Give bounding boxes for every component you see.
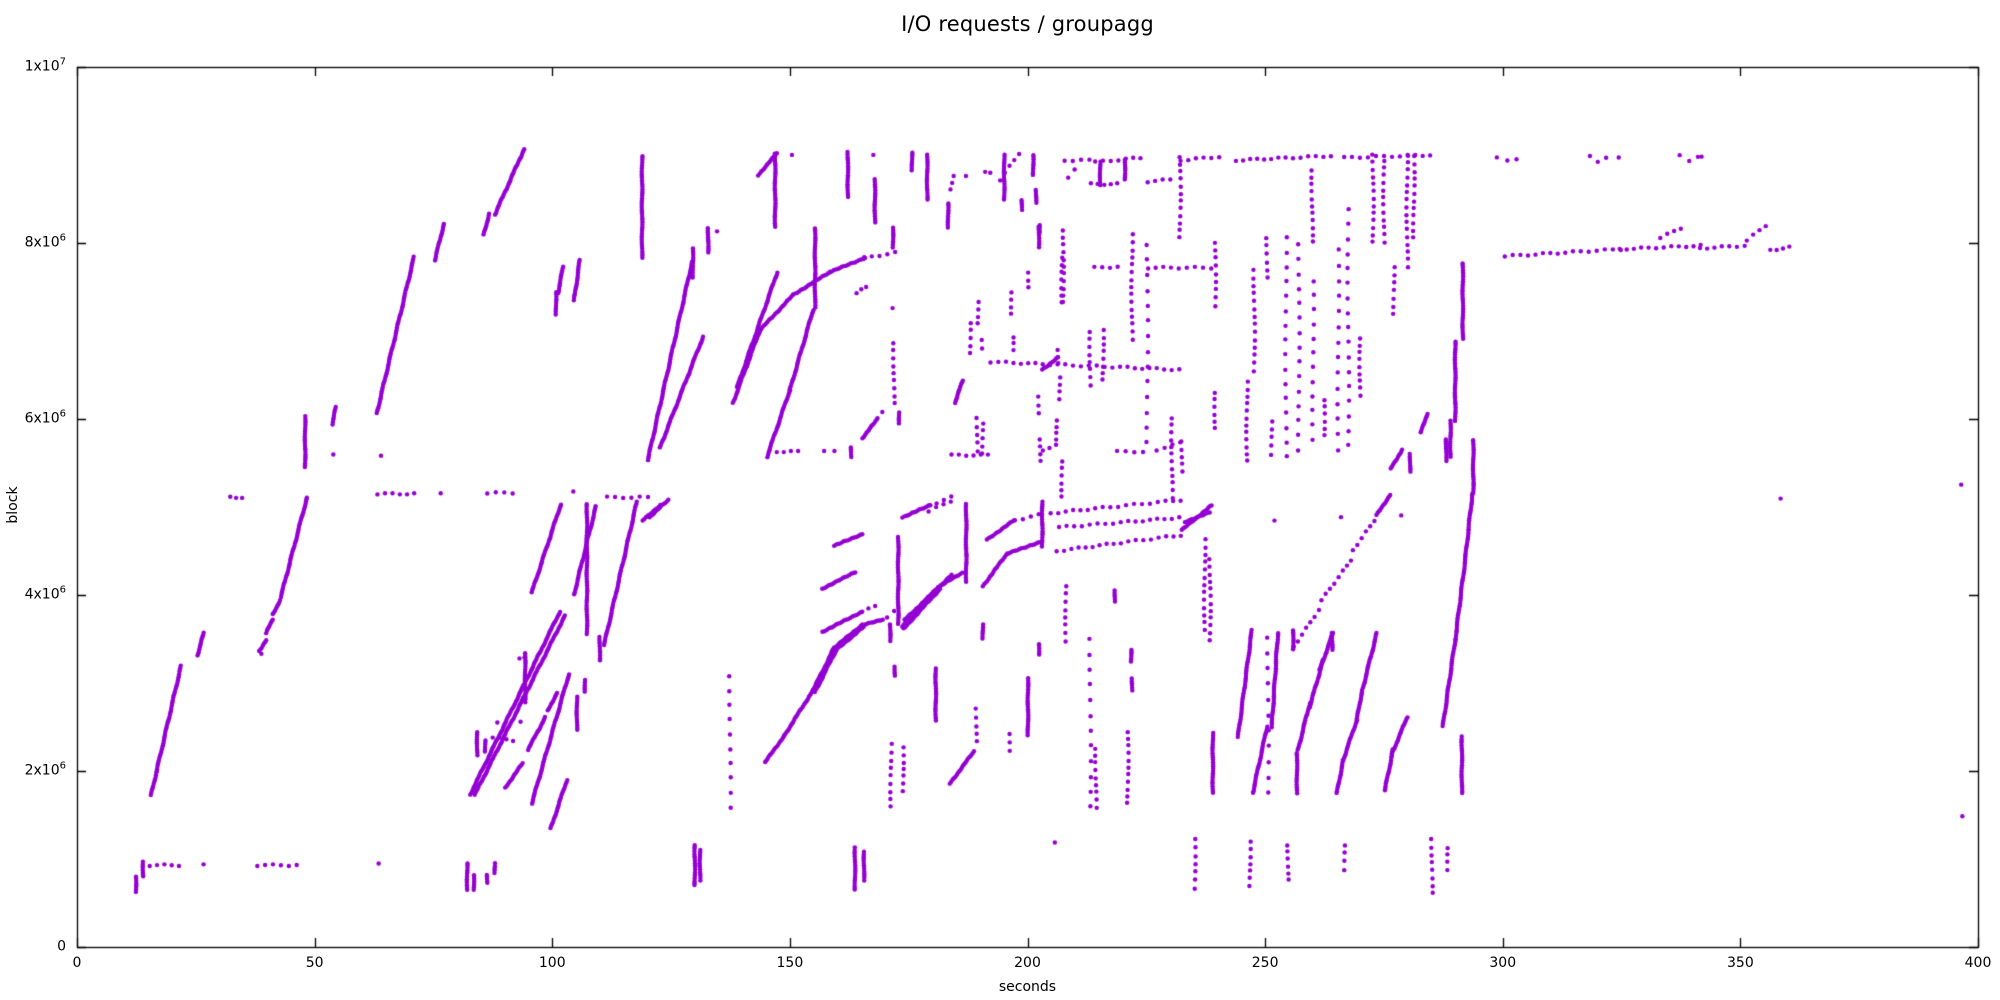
y-tick-label: 0 [57,938,66,955]
y-tick-label: 4x106 [24,584,66,603]
y-tick-exponent: 6 [59,584,66,596]
x-tick-label: 150 [776,955,804,971]
y-axis-label: block [5,486,21,524]
chart-title: I/O requests / groupagg [901,12,1154,36]
y-tick-label: 2x106 [24,760,66,779]
x-tick-label: 100 [538,955,566,971]
y-tick-exponent: 6 [59,408,66,420]
x-tick-label: 350 [1727,955,1754,971]
x-tick-label: 0 [72,955,82,971]
x-tick-label: 250 [1251,955,1279,971]
x-axis-label: seconds [998,979,1057,995]
y-tick-label: 6x106 [24,408,66,427]
x-tick-label: 400 [1964,955,1992,971]
y-tick-exponent: 6 [59,232,66,244]
y-tick-exponent: 7 [59,56,66,68]
y-tick-label: 1x107 [24,56,66,75]
x-tick-label: 300 [1489,955,1517,971]
y-tick-label: 8x106 [24,232,66,251]
x-tick-label: 200 [1014,955,1041,971]
x-tick-label: 50 [305,955,324,971]
y-tick-exponent: 6 [59,760,66,772]
